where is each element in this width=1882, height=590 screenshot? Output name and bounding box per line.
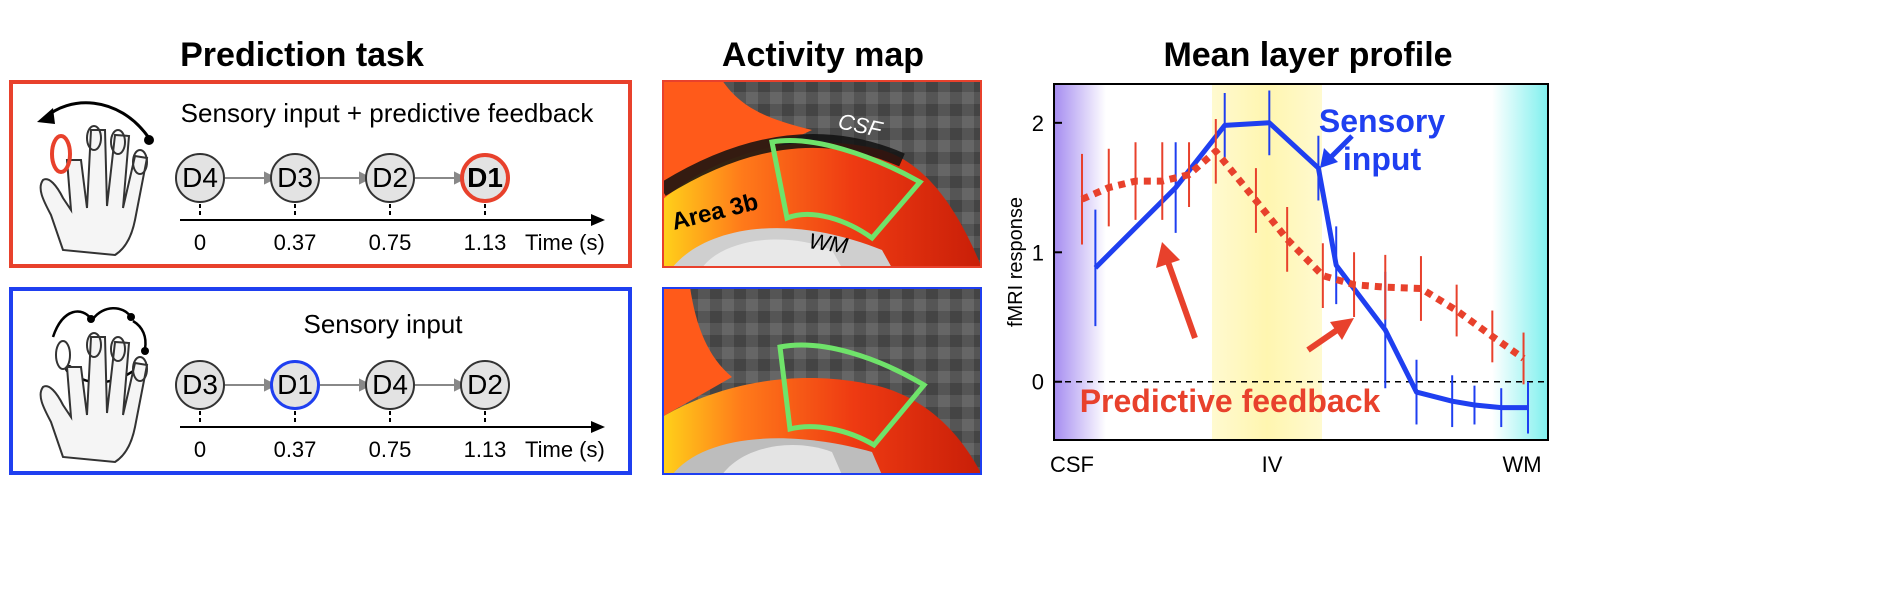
highlighted-finger — [50, 134, 72, 174]
band-wm — [1492, 84, 1548, 440]
node-d1-highlighted: D1 — [270, 360, 320, 410]
heading-activity-map: Activity map — [721, 36, 925, 74]
node-d4: D4 — [365, 360, 415, 410]
series-line — [1080, 147, 1526, 362]
time-tick: 0 — [193, 230, 207, 255]
node-d3: D3 — [270, 153, 320, 203]
pointer-arrow-red-2 — [1306, 318, 1354, 353]
roi-outline — [769, 138, 924, 242]
annotation-sensory-line1: Sensory — [1319, 103, 1445, 139]
annotation-predictive: Predictive feedback — [1080, 383, 1381, 419]
pointer-arrow-blue — [1320, 134, 1354, 168]
time-axis-arrow — [591, 214, 605, 226]
y-tick-label: 2 — [1032, 111, 1044, 136]
time-axis-arrow — [591, 421, 605, 433]
panel-sensory-predictive: Sensory input + predictive feedback D4 D… — [9, 80, 632, 268]
pointer-arrow-red-1 — [1156, 242, 1198, 340]
panel-title-top: Sensory input + predictive feedback — [180, 98, 594, 128]
heading-mean-layer-profile: Mean layer profile — [1163, 36, 1453, 74]
node-d3: D3 — [175, 360, 225, 410]
time-axis-label: Time (s) — [525, 437, 605, 462]
y-tick-label: 1 — [1032, 240, 1044, 265]
layer-profile-chart: 0 1 2 CSF IV WM fMRI response Sensory input P… — [1005, 83, 1549, 477]
sequence-arrows-bottom — [180, 378, 605, 433]
y-axis-label: fMRI response — [1005, 197, 1027, 327]
band-csf — [1054, 84, 1106, 440]
hand-icon — [37, 101, 154, 257]
label-wm: WM — [807, 228, 850, 258]
activity-map-top: CSF Area 3b WM — [662, 80, 982, 268]
time-tick: 0.37 — [273, 437, 317, 462]
node-d2: D2 — [460, 360, 510, 410]
plot-frame — [1053, 83, 1549, 441]
x-tick-label: IV — [1262, 452, 1283, 477]
time-tick: 0.75 — [368, 437, 412, 462]
band-layer-iv — [1212, 84, 1322, 440]
node-d2: D2 — [365, 153, 415, 203]
node-d1-highlighted: D1 — [460, 153, 510, 203]
arc-arrow — [43, 101, 151, 139]
time-tick: 0 — [193, 437, 207, 462]
x-tick-label: WM — [1502, 452, 1541, 477]
panel-title-bottom: Sensory input — [303, 309, 463, 339]
time-tick: 1.13 — [463, 437, 507, 462]
panel-sensory-input: Sensory input D3 D1 D4 D2 0 0.37 0.75 1.… — [9, 287, 632, 475]
y-tick-label: 0 — [1032, 370, 1044, 395]
time-tick: 1.13 — [463, 230, 507, 255]
hand-icon — [39, 307, 149, 464]
roi-outline — [777, 342, 928, 449]
heading-prediction-task: Prediction task — [180, 36, 424, 74]
time-tick: 0.75 — [368, 230, 412, 255]
x-tick-label: CSF — [1050, 452, 1094, 477]
annotation-sensory-line2: input — [1343, 141, 1422, 177]
series-1 — [1080, 118, 1526, 385]
node-d4: D4 — [175, 153, 225, 203]
time-axis-label: Time (s) — [525, 230, 605, 255]
activity-map-bottom — [662, 287, 982, 475]
time-tick: 0.37 — [273, 230, 317, 255]
